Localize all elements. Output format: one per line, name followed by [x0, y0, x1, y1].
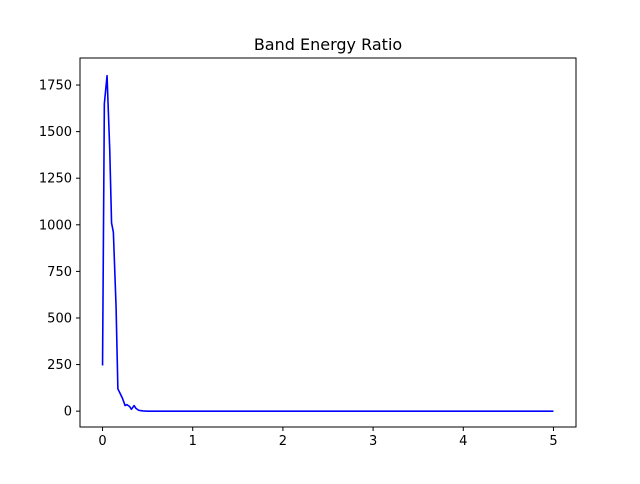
- y-tick-label: 1750: [39, 79, 72, 94]
- plot-area-frame: [79, 57, 577, 428]
- series-line: [101, 74, 554, 412]
- x-tick-label: 3: [369, 434, 377, 449]
- y-tick-label: 1250: [39, 172, 72, 187]
- x-tick-label: 2: [279, 434, 287, 449]
- axis-ticks: 0 1 2 3 4 5 0 250 500 750 1000 1250 1500 1750: [39, 79, 558, 449]
- x-tick-label: 1: [189, 434, 197, 449]
- y-tick-label: 750: [47, 265, 72, 280]
- x-tick-label: 5: [549, 434, 557, 449]
- y-tick-label: 1500: [39, 125, 72, 140]
- series-layer: [101, 74, 554, 412]
- chart-title: Band Energy Ratio: [254, 35, 402, 54]
- x-tick-label: 0: [98, 434, 106, 449]
- y-tick-label: 500: [47, 311, 72, 326]
- y-tick-label: 0: [64, 405, 72, 420]
- x-tick-label: 4: [459, 434, 467, 449]
- y-tick-label: 1000: [39, 218, 72, 233]
- y-tick-label: 250: [47, 358, 72, 373]
